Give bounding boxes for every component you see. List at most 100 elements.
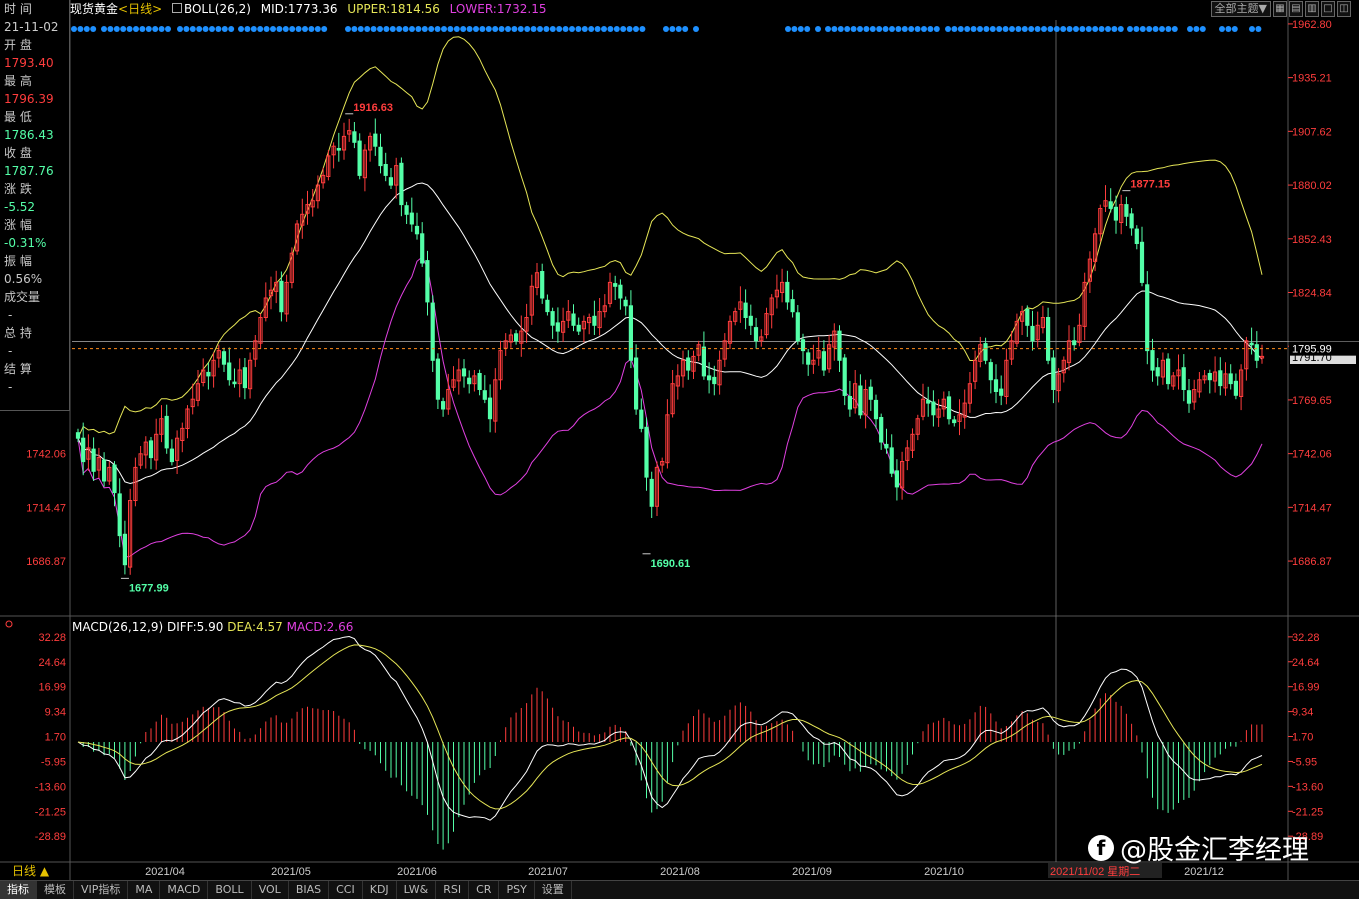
boll-label[interactable]: BOLL(26,2) — [183, 2, 251, 16]
tab-5[interactable]: BOLL — [208, 881, 252, 899]
candle-body — [1082, 281, 1087, 327]
candle-body — [357, 140, 362, 176]
macd-left-label: -5.95 — [41, 756, 66, 768]
tab-10[interactable]: LW& — [397, 881, 437, 899]
event-dot — [145, 26, 152, 32]
candle-body — [1155, 367, 1160, 377]
event-dot — [289, 26, 296, 32]
candle-body — [884, 443, 889, 449]
event-dot — [815, 26, 821, 32]
event-dot — [908, 26, 915, 32]
candle-body — [164, 415, 169, 449]
macd-left-label: -21.25 — [35, 806, 66, 818]
event-dot — [1133, 26, 1140, 32]
tab-6[interactable]: VOL — [252, 881, 289, 899]
candle-body — [597, 311, 602, 329]
cursor-date-box — [1048, 863, 1162, 878]
layout-icon[interactable]: ▤ — [1289, 1, 1303, 17]
event-dot — [257, 26, 264, 32]
macd-label[interactable]: MACD(26,12,9) — [72, 620, 164, 634]
candle-body — [248, 359, 253, 390]
candle-body — [1223, 373, 1228, 389]
candle-body — [613, 283, 618, 287]
candle-body — [686, 357, 691, 371]
volume-label: 成交量 — [4, 290, 41, 304]
event-dot — [588, 26, 595, 32]
candle-body — [722, 340, 727, 360]
tab-0[interactable]: 指标 — [0, 881, 37, 899]
candle-body — [514, 333, 519, 342]
tab-4[interactable]: MACD — [160, 881, 209, 899]
candle-body — [1009, 340, 1014, 360]
tab-13[interactable]: PSY — [499, 881, 535, 899]
candle-body — [1160, 359, 1166, 378]
event-dot — [189, 26, 196, 32]
current-price-box — [1289, 341, 1359, 356]
tab-3[interactable]: MA — [128, 881, 161, 899]
candle-body — [383, 164, 388, 176]
candle-body — [310, 200, 315, 208]
candle-body — [138, 453, 143, 466]
tab-14[interactable]: 设置 — [535, 881, 572, 899]
event-dot — [101, 26, 107, 32]
tab-8[interactable]: CCI — [329, 881, 363, 899]
candle-body — [973, 359, 978, 382]
boll-mid-line — [77, 182, 1263, 485]
event-dot — [675, 26, 682, 32]
candle-body — [133, 466, 138, 501]
candle-body — [1066, 340, 1072, 364]
event-dot — [107, 26, 114, 32]
tab-7[interactable]: BIAS — [289, 881, 330, 899]
window-icon[interactable]: □ — [1321, 1, 1335, 17]
candle-body — [1139, 241, 1145, 283]
tab-9[interactable]: KDJ — [363, 881, 397, 899]
candle-body — [472, 375, 477, 385]
event-dot — [927, 26, 934, 32]
candle-body — [451, 379, 456, 388]
candle-body — [634, 357, 639, 410]
theme-dropdown[interactable]: 全部主题▼ — [1210, 1, 1271, 17]
event-dot — [83, 26, 90, 32]
event-dot — [639, 26, 646, 32]
candle-body — [216, 350, 221, 359]
event-dot — [1060, 26, 1067, 32]
symbol-name[interactable]: 现货黄金 — [70, 2, 119, 16]
event-dot — [1127, 26, 1133, 32]
expand-icon[interactable]: ◫ — [1337, 1, 1351, 17]
settle-value: - — [8, 380, 13, 394]
tab-11[interactable]: RSI — [436, 881, 470, 899]
tab-12[interactable]: CR — [469, 881, 500, 899]
tab-2[interactable]: VIP指标 — [74, 881, 129, 899]
event-dot — [1255, 26, 1262, 32]
boll-lower: LOWER:1732.15 — [449, 2, 547, 16]
candle-body — [1150, 350, 1155, 371]
candle-body — [221, 351, 227, 365]
time-tick-label: 2021/08 — [660, 866, 700, 878]
event-dot — [663, 26, 669, 32]
grid-icon[interactable]: ▦ — [1273, 1, 1287, 17]
candle-body — [274, 281, 279, 292]
panel-icon[interactable]: ▥ — [1305, 1, 1319, 17]
volume-value: - — [8, 308, 13, 322]
event-dot — [575, 26, 582, 32]
candle-body — [827, 344, 832, 370]
price-tick-label: 1907.62 — [1292, 126, 1332, 138]
event-dot — [152, 26, 159, 32]
event-dot — [1034, 26, 1041, 32]
period-selector[interactable]: 日线 ▲ — [12, 864, 50, 878]
candle-body — [414, 225, 420, 235]
candle-body — [508, 334, 513, 343]
candle-body — [858, 385, 863, 416]
event-dot — [882, 26, 889, 32]
event-dot — [158, 26, 165, 32]
macd-left-label: 1.70 — [45, 732, 66, 744]
boll-upper: UPPER:1814.56 — [347, 2, 440, 16]
candle-body — [112, 464, 117, 494]
candle-body — [545, 299, 550, 313]
macd-left-label: 16.99 — [38, 682, 66, 694]
event-dot — [1117, 26, 1124, 32]
candle-body — [1124, 204, 1129, 217]
tab-1[interactable]: 模板 — [37, 881, 74, 899]
candle-body — [206, 371, 211, 377]
candle-body — [774, 289, 779, 298]
